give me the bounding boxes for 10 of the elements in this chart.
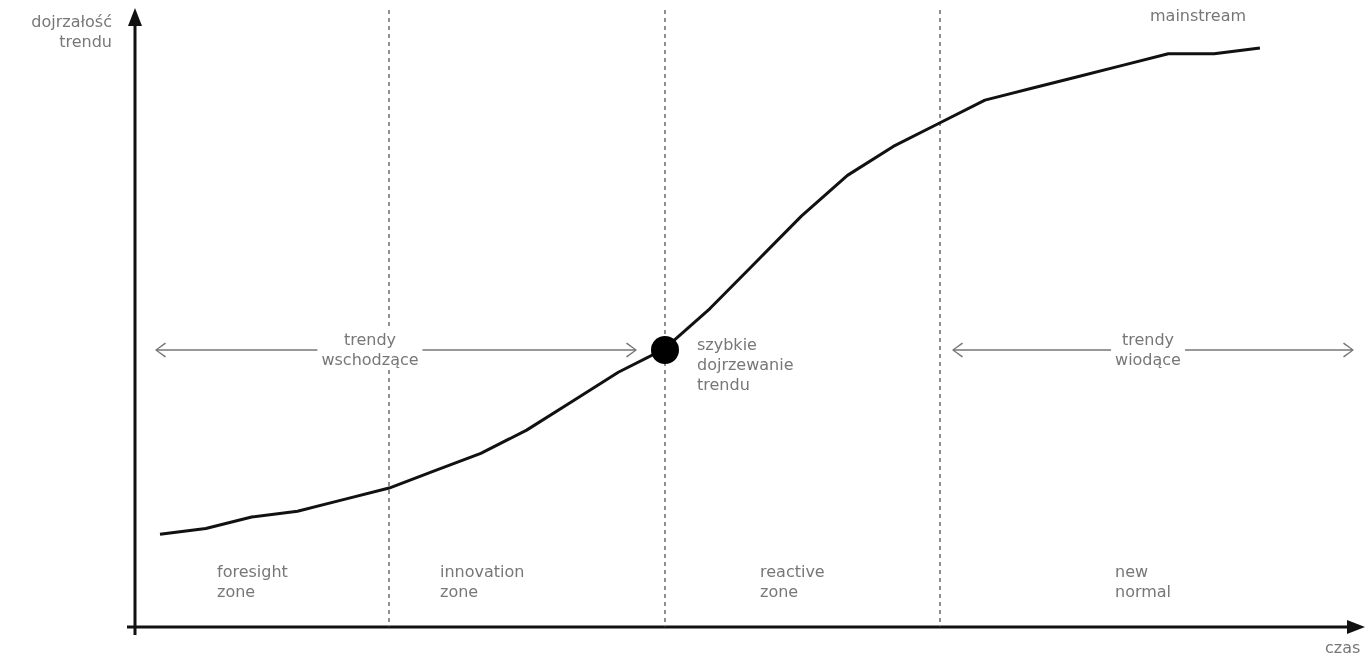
annotation: new normal (1115, 562, 1172, 602)
annotation: trendy wiodące (1111, 330, 1185, 370)
y-axis-title: dojrzałość trendu (31, 12, 112, 52)
annotation: reactive zone (760, 562, 825, 602)
text: mainstream (1150, 6, 1247, 26)
annotation: szybkie dojrzewanie trendu (697, 335, 794, 395)
annotation: innovation zone (440, 562, 525, 602)
x-axis-title: czas (1325, 638, 1361, 658)
annotation: foresight zone (217, 562, 288, 602)
annotation: trendy wschodzące (317, 330, 423, 370)
